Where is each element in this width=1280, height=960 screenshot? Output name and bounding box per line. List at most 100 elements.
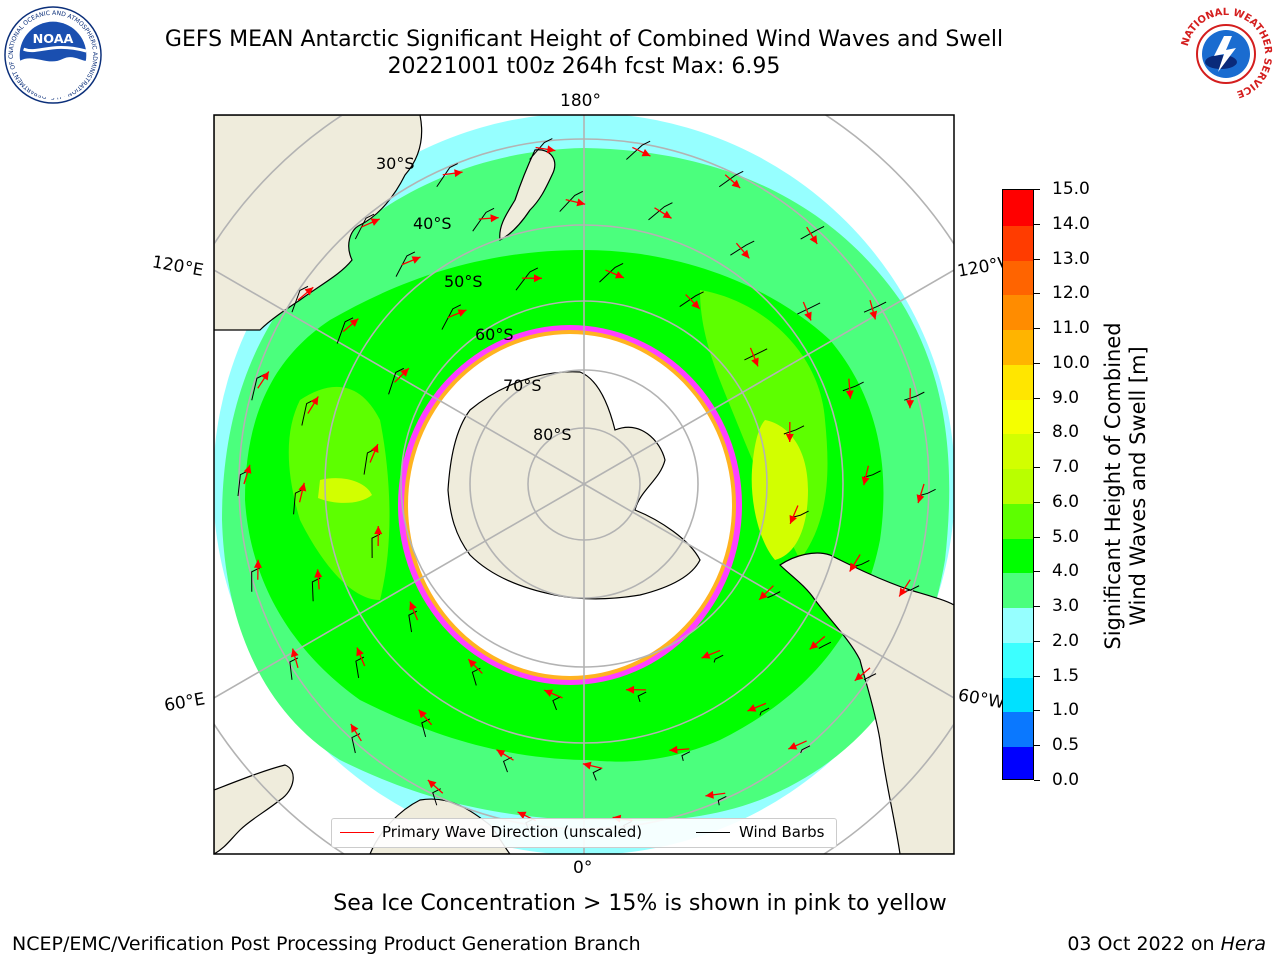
wave-direction-arrowhead [457,309,467,317]
wind-barb [800,225,825,240]
map-frame [213,114,955,855]
colorbar-tick-mark [1034,675,1040,677]
wave-direction-arrowhead [356,647,364,657]
colorbar-tick-label: 10.0 [1052,352,1090,373]
wave-direction-arrowhead [845,390,854,399]
wave-direction-arrowhead [411,256,421,264]
wave-direction-arrowhead [759,591,768,600]
colorbar-segment [1003,502,1033,539]
wave-direction-arrowhead [290,648,299,658]
footer-date-text: 03 Oct 2022 on [1067,933,1221,955]
colorbar-segment [1003,259,1033,296]
wave-direction-arrowhead [626,685,635,694]
wave-direction-arrowhead [705,790,714,799]
colorbar-segment [1003,537,1033,574]
colorbar-tick-mark [1034,467,1040,469]
wave-direction-arrowhead [906,400,915,409]
wind-barb [472,207,495,232]
wind-barb [559,190,584,212]
wave-direction-legend-label: Primary Wave Direction (unscaled) [382,823,643,841]
colorbar-segment [1003,433,1033,470]
lat-label-80s: 80°S [533,425,572,444]
colorbar-segment [1003,468,1033,504]
wind-barb [395,251,416,277]
antarctica [447,371,701,600]
colorbar-tick-mark [1034,223,1040,225]
wave-direction-arrowhead [747,704,757,712]
wind-barb [713,654,724,663]
wave-direction-arrowhead [496,749,506,758]
wave-direction-arrowhead [304,287,314,296]
wave-direction-arrowhead [261,371,269,381]
africa [214,764,294,854]
wind-barb [552,696,562,711]
wave-direction-arrowhead [861,476,870,486]
colorbar-tick-label: 3.0 [1052,596,1080,617]
colorbar-segment [1003,572,1033,609]
wave-direction-arrowhead [662,210,672,219]
wave-direction-arrowhead [804,311,812,321]
colorbar-tick-mark [1034,571,1040,573]
colorbar-tick-label: 1.5 [1052,665,1080,686]
wind-barb [354,213,375,240]
nws-logo: NATIONAL WEATHER SERVICE [1178,6,1274,102]
colorbar-segment [1003,607,1033,643]
wave-direction-arrowhead [854,672,864,681]
colorbar-tick-label: 13.0 [1052,248,1090,269]
colorbar-segment [1003,398,1033,435]
chart-subtitle: 20221001 t00z 264h fcst Max: 6.95 [387,54,781,79]
colorbar-tick-mark [1034,258,1040,260]
colorbar-tick-label: 15.0 [1052,179,1090,199]
footer-branch: NCEP/EMC/Verification Post Processing Pr… [12,933,641,955]
colorbar-segment [1003,190,1033,226]
wind-barb [783,425,805,435]
lat-label-70s: 70°S [503,376,542,395]
wave-direction-arrowhead [789,514,797,524]
wave-direction-arrowhead [374,526,383,535]
wind-barb [854,559,870,567]
footer-date: 03 Oct 2022 on Hera [1067,933,1266,955]
wind-barb [759,707,770,716]
wave-direction-arrowhead [349,318,359,327]
wind-barb [718,170,744,188]
lat-label-50s: 50°S [444,272,483,291]
lon-label-60w: 60°W [957,685,1007,713]
wind-barb [251,567,260,592]
colorbar-label: Significant Height of Combined Wind Wave… [1101,306,1151,666]
wind-barb [904,585,920,593]
colorbar-tick-label: 11.0 [1052,318,1090,339]
wind-barb [626,140,651,160]
colorbar-tick-label: 5.0 [1052,526,1080,547]
colorbar-tick-mark [1034,640,1040,642]
colorbar-segment [1003,294,1033,331]
colorbar-tick-label: 0.5 [1052,735,1080,756]
chart-title: GEFS MEAN Antarctic Significant Height o… [164,27,1004,52]
colorbar-tick-mark [1034,501,1040,503]
wave-direction-arrowhead [533,274,542,283]
wave-direction-arrowhead [454,169,463,178]
colorbar-label-line2: Wind Waves and Swell [m] [1126,346,1150,626]
wave-direction-arrowhead [243,464,252,474]
wind-barb [744,348,768,361]
wave-direction-arrowhead [641,148,651,157]
wave-direction-arrowhead [427,779,437,789]
colorbar-tick-mark [1034,432,1040,434]
wave-direction-arrowhead [916,494,925,504]
wind-barb [904,391,925,401]
colorbar-segment [1003,746,1033,779]
wind-barb [311,577,321,602]
wind-barb [863,301,887,313]
wind-barb [502,756,512,773]
wind-barb [592,768,602,781]
wind-barbs-legend-line [696,832,730,833]
colorbar-segment [1003,676,1033,713]
australia [214,115,423,331]
colorbar-tick-mark [1034,780,1040,781]
lat-label-60s: 60°S [475,325,514,344]
colorbar-tick-label: 4.0 [1052,561,1080,582]
colorbar [1002,189,1034,780]
colorbar-tick-label: 9.0 [1052,387,1080,408]
colorbar-tick-label: 12.0 [1052,283,1090,304]
colorbar-tick-mark [1034,189,1040,190]
